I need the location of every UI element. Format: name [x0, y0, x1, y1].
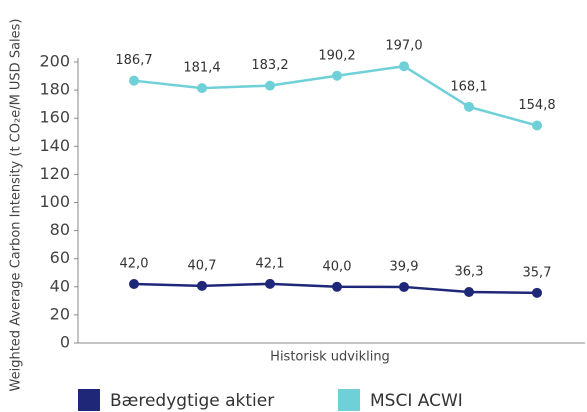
value-label: 197,0: [385, 39, 422, 54]
value-label: 190,2: [318, 48, 355, 63]
y-tick-label: 80: [50, 220, 70, 239]
data-point: [464, 101, 474, 112]
value-label: 186,7: [115, 53, 152, 68]
data-point: [197, 280, 207, 291]
y-tick-label: 120: [39, 164, 70, 183]
y-tick-label: 20: [50, 304, 70, 323]
y-tick-label: 160: [39, 108, 70, 127]
value-label: 42,0: [120, 256, 149, 271]
value-label: 168,1: [450, 79, 487, 94]
x-axis-label: Historisk udvikling: [270, 350, 390, 365]
value-label: 181,4: [183, 61, 220, 76]
y-axis-label: Weighted Average Carbon Intensity (t CO₂…: [9, 18, 24, 391]
legend-swatch: [78, 389, 100, 411]
data-point: [399, 61, 409, 72]
value-label: 39,9: [390, 259, 419, 274]
data-point: [129, 75, 139, 86]
value-label: 40,0: [323, 259, 352, 274]
data-point: [129, 278, 139, 289]
data-point: [265, 80, 275, 91]
legend-swatch: [338, 389, 360, 411]
value-label: 154,8: [518, 98, 555, 113]
y-tick-label: 60: [50, 248, 70, 267]
data-point: [399, 281, 409, 292]
legend-label: MSCI ACWI: [370, 391, 463, 411]
y-tick-label: 0: [60, 333, 70, 352]
data-point: [532, 287, 542, 298]
value-label: 42,1: [256, 256, 285, 271]
y-tick-label: 140: [39, 136, 70, 155]
data-point: [332, 281, 342, 292]
y-tick-label: 40: [50, 276, 70, 295]
y-tick-label: 200: [39, 52, 70, 71]
y-tick-label: 180: [39, 80, 70, 99]
value-label: 183,2: [251, 58, 288, 73]
y-tick-label: 100: [39, 192, 70, 211]
value-label: 36,3: [455, 264, 484, 279]
data-point: [532, 120, 542, 131]
data-point: [197, 83, 207, 94]
data-point: [265, 278, 275, 289]
data-point: [464, 286, 474, 297]
data-point: [332, 70, 342, 81]
value-label: 35,7: [523, 265, 552, 280]
value-label: 40,7: [188, 258, 217, 273]
legend-label: Bæredygtige aktier: [110, 391, 274, 411]
